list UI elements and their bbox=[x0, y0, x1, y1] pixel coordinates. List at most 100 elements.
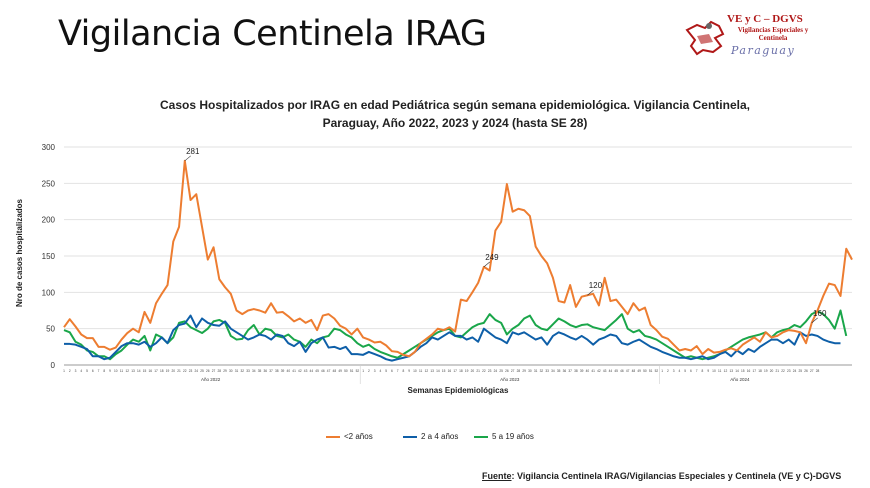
ve-y-c-logo: VE y C – DGVS Vigilancias Especiales y C… bbox=[683, 10, 823, 68]
legend-swatch-2to4 bbox=[403, 435, 417, 438]
x-tick-label: 20 bbox=[770, 369, 774, 373]
year-labels: Año 2022 Año 2023 Año 2024 bbox=[201, 365, 750, 384]
x-tick-label: 13 bbox=[729, 369, 733, 373]
x-tick-label: 21 bbox=[476, 369, 480, 373]
x-tick-label: 51 bbox=[649, 369, 653, 373]
x-tick-label: 14 bbox=[137, 369, 141, 373]
x-tick-label: 15 bbox=[741, 369, 745, 373]
x-tick-label: 36 bbox=[563, 369, 567, 373]
x-tick-label: 22 bbox=[781, 369, 785, 373]
legend-label-2to4: 2 a 4 años bbox=[421, 432, 459, 441]
x-tick-label: 46 bbox=[321, 369, 325, 373]
x-tick-label: 11 bbox=[419, 369, 423, 373]
x-tick-label: 25 bbox=[798, 369, 802, 373]
annotation-leader bbox=[184, 155, 191, 162]
legend-label-lt2: <2 años bbox=[344, 432, 373, 441]
x-tick-label: 49 bbox=[637, 369, 641, 373]
x-tick-label: 36 bbox=[264, 369, 268, 373]
x-tick-label: 5 bbox=[385, 369, 387, 373]
peak-annotations: 281 249 120 160 bbox=[184, 147, 827, 324]
x-tick-label: 40 bbox=[586, 369, 590, 373]
x-tick-label: 18 bbox=[758, 369, 762, 373]
x-tick-label: 9 bbox=[109, 369, 111, 373]
paraguay-map-icon bbox=[685, 20, 725, 56]
x-tick-label: 31 bbox=[534, 369, 538, 373]
x-tick-label: 44 bbox=[609, 369, 613, 373]
x-tick-label: 7 bbox=[696, 369, 698, 373]
x-tick-label: 12 bbox=[724, 369, 728, 373]
x-tick-label: 38 bbox=[574, 369, 578, 373]
x-tick-label: 39 bbox=[580, 369, 584, 373]
year-label: Año 2022 bbox=[201, 377, 221, 382]
y-tick-label: 100 bbox=[42, 288, 56, 297]
x-tick-label: 52 bbox=[655, 369, 659, 373]
x-tick-label: 2 bbox=[368, 369, 370, 373]
x-tick-label: 15 bbox=[143, 369, 147, 373]
x-tick-label: 33 bbox=[545, 369, 549, 373]
x-tick-label: 38 bbox=[275, 369, 279, 373]
x-tick-label: 28 bbox=[816, 369, 820, 373]
x-tick-label: 34 bbox=[252, 369, 256, 373]
x-tick-label: 24 bbox=[793, 369, 797, 373]
x-tick-label: 6 bbox=[92, 369, 94, 373]
x-tick-label: 16 bbox=[448, 369, 452, 373]
x-tick-label: 27 bbox=[511, 369, 515, 373]
x-tick-label: 1 bbox=[63, 369, 65, 373]
x-tick-label: 2 bbox=[69, 369, 71, 373]
x-tick-label: 15 bbox=[442, 369, 446, 373]
x-tick-label: 42 bbox=[298, 369, 302, 373]
x-tick-label: 17 bbox=[752, 369, 756, 373]
x-tick-label: 40 bbox=[287, 369, 291, 373]
x-tick-label: 28 bbox=[517, 369, 521, 373]
x-tick-label: 41 bbox=[292, 369, 296, 373]
x-tick-label: 39 bbox=[281, 369, 285, 373]
year-label: Año 2024 bbox=[730, 377, 750, 382]
y-tick-label: 150 bbox=[42, 252, 56, 261]
x-tick-label: 31 bbox=[235, 369, 239, 373]
x-tick-label: 34 bbox=[551, 369, 555, 373]
x-tick-label: 51 bbox=[350, 369, 354, 373]
x-tick-label: 28 bbox=[218, 369, 222, 373]
x-tick-label: 37 bbox=[568, 369, 572, 373]
series-lines bbox=[63, 159, 853, 362]
x-tick-label: 21 bbox=[775, 369, 779, 373]
x-tick-label: 19 bbox=[166, 369, 170, 373]
y-tick-label: 250 bbox=[42, 179, 56, 188]
x-tick-label: 43 bbox=[304, 369, 308, 373]
legend-item-5to19: 5 a 19 años bbox=[474, 432, 534, 441]
x-tick-label: 5 bbox=[684, 369, 686, 373]
x-tick-label: 20 bbox=[471, 369, 475, 373]
x-tick-label: 50 bbox=[643, 369, 647, 373]
x-tick-label: 19 bbox=[764, 369, 768, 373]
x-tick-label: 44 bbox=[310, 369, 314, 373]
x-tick-label: 24 bbox=[494, 369, 498, 373]
x-tick-label: 4 bbox=[679, 369, 681, 373]
x-tick-label: 50 bbox=[344, 369, 348, 373]
x-tick-label: 33 bbox=[246, 369, 250, 373]
x-tick-label: 13 bbox=[430, 369, 434, 373]
x-tick-label: 30 bbox=[528, 369, 532, 373]
x-tick-label: 18 bbox=[459, 369, 463, 373]
x-tick-label: 4 bbox=[80, 369, 82, 373]
x-tick-label: 23 bbox=[189, 369, 193, 373]
x-tick-label: 12 bbox=[425, 369, 429, 373]
x-tick-label: 45 bbox=[315, 369, 319, 373]
x-tick-label: 25 bbox=[200, 369, 204, 373]
legend-swatch-5to19 bbox=[474, 435, 488, 438]
annotation-leader bbox=[587, 290, 594, 296]
x-tick-label: 1 bbox=[362, 369, 364, 373]
source-text: Vigilancia Centinela IRAG/Vigilancias Es… bbox=[517, 471, 842, 481]
x-tick-label: 3 bbox=[374, 369, 376, 373]
x-tick-label: 10 bbox=[413, 369, 417, 373]
x-tick-label: 17 bbox=[154, 369, 158, 373]
logo-subtitle: Vigilancias Especiales y Centinela bbox=[737, 26, 809, 42]
y-tick-label: 300 bbox=[42, 143, 56, 152]
data-label: 160 bbox=[813, 309, 827, 318]
x-tick-label: 32 bbox=[540, 369, 544, 373]
x-tick-label: 8 bbox=[402, 369, 404, 373]
x-tick-label: 14 bbox=[436, 369, 440, 373]
x-tick-label: 11 bbox=[120, 369, 124, 373]
x-tick-label: 25 bbox=[499, 369, 503, 373]
legend-label-5to19: 5 a 19 años bbox=[492, 432, 534, 441]
x-tick-label: 47 bbox=[626, 369, 630, 373]
